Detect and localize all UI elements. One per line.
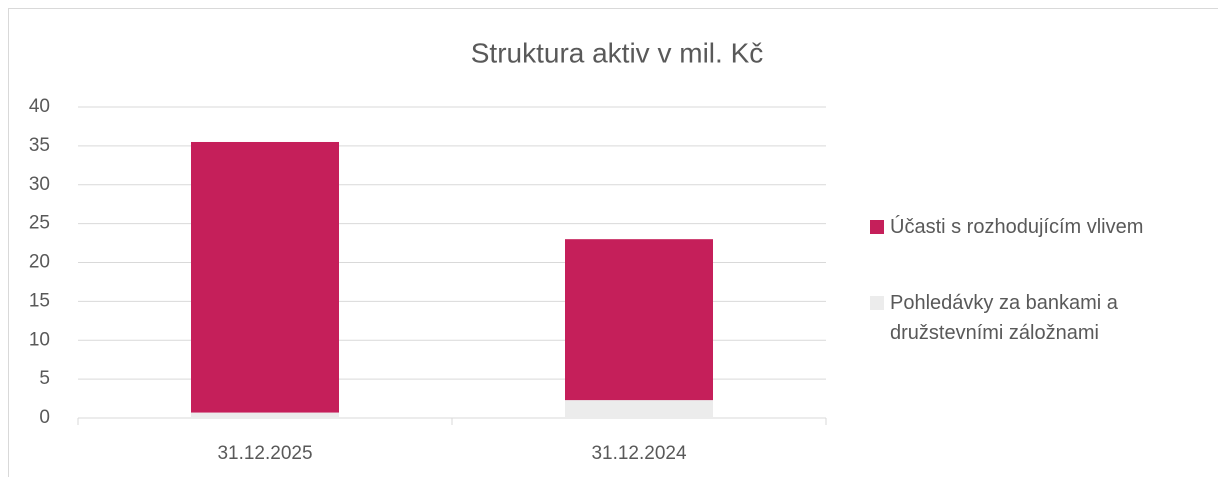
legend-item: Účasti s rozhodujícím vlivem: [870, 212, 1210, 242]
y-tick-label: 30: [29, 174, 50, 195]
chart-border: [8, 8, 1218, 477]
bar-segment: [565, 239, 713, 401]
y-tick-label: 15: [29, 290, 50, 311]
y-tick-label: 40: [29, 96, 50, 117]
legend-swatch: [870, 220, 884, 234]
legend-label: Účasti s rozhodujícím vlivem: [890, 216, 1144, 238]
bar-segment: [191, 141, 339, 413]
y-tick-label: 5: [39, 368, 50, 389]
legend-label: Pohledávky za bankami a družstevními zál…: [890, 292, 1118, 344]
x-tick-label: 31.12.2025: [217, 443, 312, 464]
bar-segment: [191, 412, 339, 418]
y-tick-label: 10: [29, 329, 50, 350]
y-tick-label: 0: [39, 407, 50, 428]
y-tick-label: 25: [29, 213, 50, 234]
chart-title: Struktura aktiv v mil. Kč: [471, 37, 764, 68]
y-tick-label: 20: [29, 252, 50, 273]
bar-segment: [565, 400, 713, 418]
x-tick-label: 31.12.2024: [591, 443, 687, 464]
legend-swatch: [870, 296, 884, 310]
y-tick-label: 35: [29, 135, 50, 156]
legend-item: Pohledávky za bankami a družstevními zál…: [870, 288, 1210, 348]
